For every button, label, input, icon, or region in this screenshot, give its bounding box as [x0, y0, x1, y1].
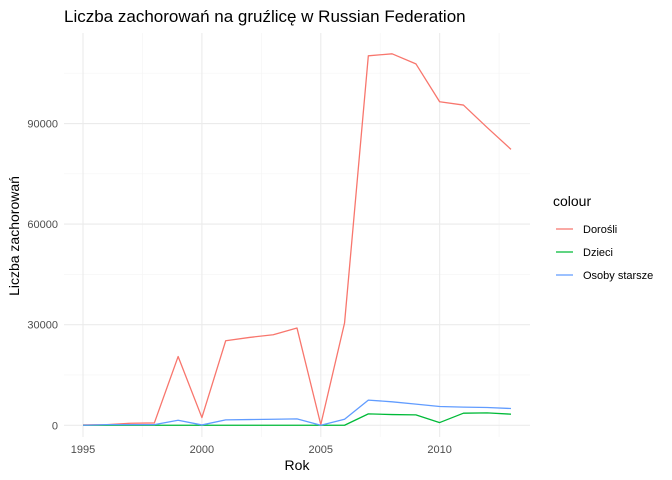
series-lines	[83, 53, 512, 426]
x-tick-label: 2005	[309, 444, 333, 456]
series-line	[83, 412, 512, 426]
series-line	[83, 399, 512, 426]
y-tick-label: 0	[52, 420, 58, 432]
series-line	[83, 53, 512, 426]
x-axis-tick-labels: 1995 2000 2005 2010	[71, 444, 452, 456]
legend: colour Dorośli Dzieci Osoby starsze	[553, 193, 653, 282]
y-tick-label: 60000	[27, 219, 58, 231]
y-tick-label: 90000	[27, 119, 58, 131]
legend-title: colour	[553, 193, 591, 209]
legend-label: Dorośli	[583, 224, 617, 236]
grid	[64, 33, 530, 437]
y-tick-label: 30000	[27, 320, 58, 332]
x-tick-label: 2000	[190, 444, 214, 456]
x-tick-label: 1995	[71, 444, 95, 456]
chart-title: Liczba zachorowań na gruźlicę w Russian …	[64, 7, 466, 26]
x-axis-title: Rok	[285, 457, 311, 473]
y-axis-tick-labels: 0 30000 60000 90000	[27, 119, 58, 433]
x-tick-label: 2010	[427, 444, 451, 456]
legend-label: Dzieci	[583, 247, 613, 259]
legend-label: Osoby starsze	[583, 270, 653, 282]
y-axis-title: Liczba zachorowań	[6, 176, 22, 296]
